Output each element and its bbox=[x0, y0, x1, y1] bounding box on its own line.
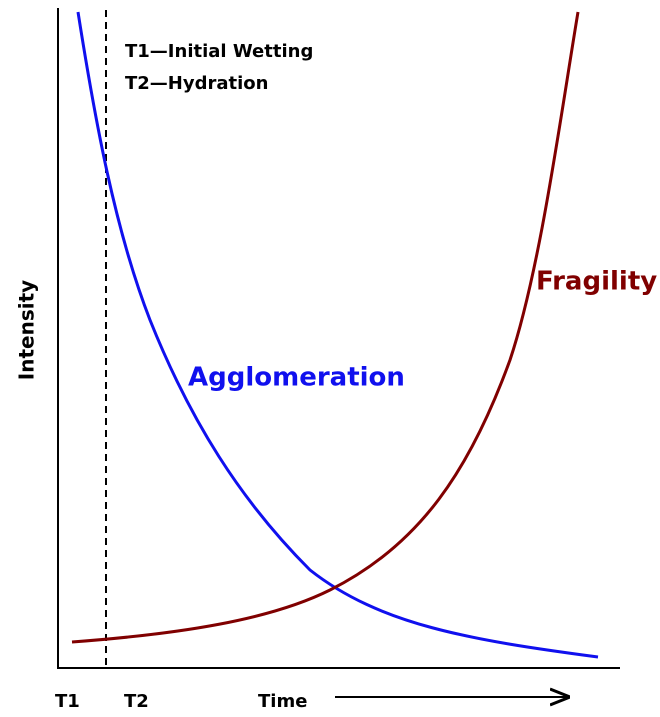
t1-marker: T1 bbox=[55, 691, 80, 712]
legend-t1: T1—Initial Wetting bbox=[125, 41, 313, 62]
agglomeration-label: Agglomeration bbox=[188, 363, 405, 393]
agglomeration-curve bbox=[76, 11, 599, 659]
fragility-label: Fragility bbox=[536, 267, 657, 297]
fragility-curve bbox=[71, 11, 580, 644]
t2-marker: T2 bbox=[124, 691, 149, 712]
x-axis-label: Time bbox=[258, 691, 307, 712]
y-axis-label: Intensity bbox=[15, 280, 39, 380]
legend-t2: T2—Hydration bbox=[125, 73, 268, 94]
